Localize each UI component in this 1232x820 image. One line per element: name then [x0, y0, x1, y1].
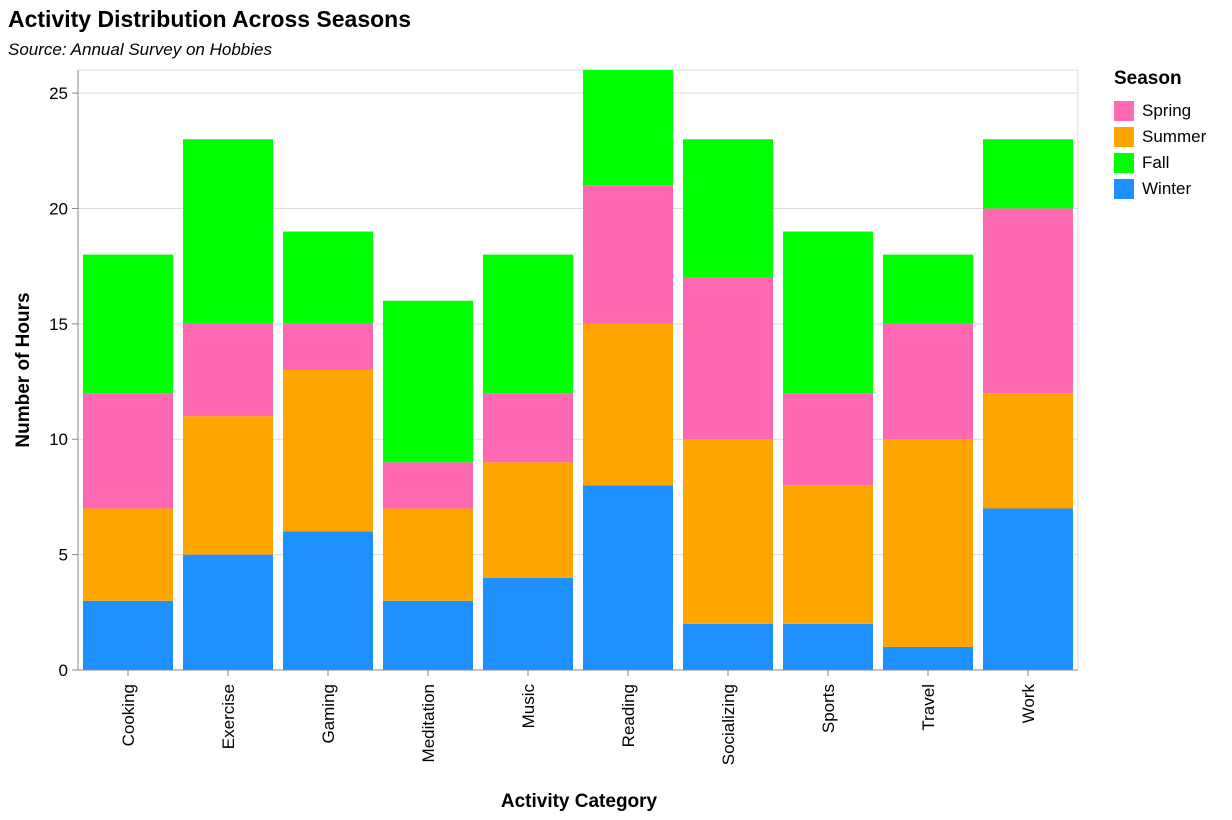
- x-tick-label: Sports: [819, 684, 838, 733]
- legend-item-fall: Fall: [1114, 150, 1206, 176]
- y-axis-title: Number of Hours: [13, 292, 34, 447]
- bar-cooking-summer: [83, 508, 173, 601]
- legend-swatch: [1114, 101, 1134, 121]
- bar-meditation-fall: [383, 300, 473, 463]
- bar-exercise-winter: [183, 554, 273, 670]
- bar-reading-spring: [583, 185, 673, 324]
- x-tick-label: Reading: [619, 684, 638, 747]
- bar-music-summer: [483, 462, 573, 578]
- bar-cooking-fall: [83, 254, 173, 394]
- y-tick-label: 5: [59, 546, 68, 565]
- bar-music-fall: [483, 254, 573, 394]
- bar-gaming-spring: [283, 323, 373, 370]
- bar-meditation-winter: [383, 600, 473, 670]
- legend-item-spring: Spring: [1114, 98, 1206, 124]
- bar-music-spring: [483, 393, 573, 463]
- bar-socializing-summer: [683, 439, 773, 624]
- bar-reading-summer: [583, 323, 673, 486]
- bar-socializing-spring: [683, 277, 773, 440]
- x-tick-label: Cooking: [119, 684, 138, 746]
- bar-reading-fall: [583, 70, 673, 186]
- bar-sports-summer: [783, 485, 873, 624]
- bar-music-winter: [483, 577, 573, 670]
- bar-gaming-fall: [283, 231, 373, 324]
- legend-label: Winter: [1142, 179, 1192, 198]
- axes: 0 5 10 15 20 25 Cooking Exercise Gaming Meditatio…: [49, 70, 1078, 765]
- x-tick-label: Travel: [919, 684, 938, 731]
- bar-sports-spring: [783, 393, 873, 486]
- legend-label: Fall: [1142, 153, 1170, 172]
- legend-swatch: [1114, 153, 1134, 173]
- bar-work-summer: [983, 393, 1073, 509]
- legend-label: Summer: [1142, 127, 1207, 146]
- bar-meditation-spring: [383, 462, 473, 509]
- bar-exercise-summer: [183, 416, 273, 555]
- bar-socializing-fall: [683, 139, 773, 278]
- bar-travel-winter: [883, 646, 973, 670]
- bar-travel-summer: [883, 439, 973, 647]
- legend-title: Season: [1114, 68, 1182, 89]
- legend-item-summer: Summer: [1114, 124, 1206, 150]
- bar-travel-spring: [883, 323, 973, 440]
- x-tick-label: Socializing: [719, 684, 738, 765]
- y-tick-label: 25: [49, 84, 68, 103]
- bar-meditation-summer: [383, 508, 473, 601]
- bar-reading-winter: [583, 485, 673, 670]
- y-tick-label: 0: [59, 661, 68, 680]
- x-tick-label: Exercise: [219, 684, 238, 749]
- y-tick-label: 10: [49, 430, 68, 449]
- x-tick-label: Meditation: [419, 684, 438, 762]
- bar-gaming-winter: [283, 531, 373, 670]
- bar-exercise-spring: [183, 323, 273, 417]
- bar-cooking-spring: [83, 393, 173, 509]
- bar-sports-fall: [783, 231, 873, 394]
- y-tick-label: 20: [49, 199, 68, 218]
- bar-exercise-fall: [183, 139, 273, 324]
- bar-work-fall: [983, 139, 1073, 209]
- legend-item-winter: Winter: [1114, 176, 1206, 202]
- bar-gaming-summer: [283, 370, 373, 532]
- bar-socializing-winter: [683, 623, 773, 670]
- y-tick-label: 15: [49, 315, 68, 334]
- x-axis-title: Activity Category: [501, 791, 658, 812]
- bar-travel-fall: [883, 254, 973, 324]
- x-tick-label: Music: [519, 684, 538, 729]
- chart-title: Activity Distribution Across Seasons: [8, 6, 412, 32]
- legend: Season Spring Summer Fall Winter: [1114, 68, 1206, 202]
- bar-work-spring: [983, 208, 1073, 394]
- bar-layer: [83, 70, 1073, 670]
- bar-sports-winter: [783, 623, 873, 670]
- bar-work-winter: [983, 508, 1073, 670]
- legend-swatch: [1114, 179, 1134, 199]
- legend-label: Spring: [1142, 101, 1192, 120]
- bar-cooking-winter: [83, 600, 173, 670]
- legend-swatch: [1114, 127, 1134, 147]
- chart-subtitle: Source: Annual Survey on Hobbies: [8, 40, 272, 59]
- x-tick-label: Gaming: [319, 684, 338, 744]
- x-tick-label: Work: [1019, 684, 1038, 724]
